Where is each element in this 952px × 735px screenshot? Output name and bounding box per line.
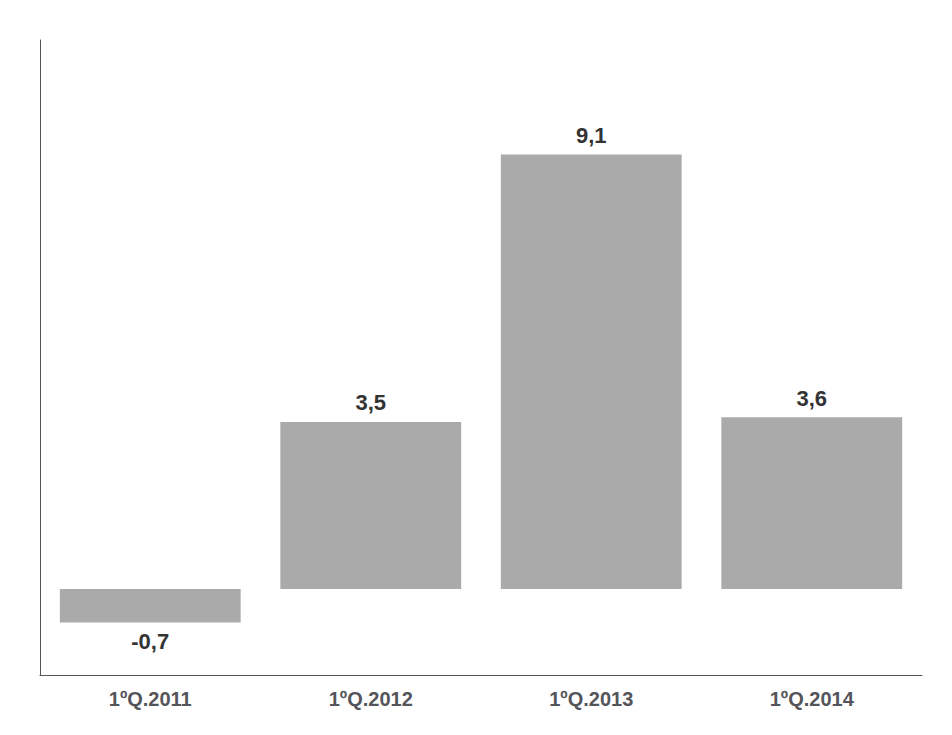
svg-text:1ºQ.2014: 1ºQ.2014 [770,688,855,710]
svg-text:1ºQ.2012: 1ºQ.2012 [329,688,413,710]
svg-text:1ºQ.2011: 1ºQ.2011 [109,688,192,710]
svg-text:3,5: 3,5 [355,390,386,415]
svg-text:1ºQ.2013: 1ºQ.2013 [549,688,633,710]
svg-text:9,1: 9,1 [576,123,607,148]
svg-text:-0,7: -0,7 [131,629,169,654]
svg-text:3,6: 3,6 [796,386,827,411]
